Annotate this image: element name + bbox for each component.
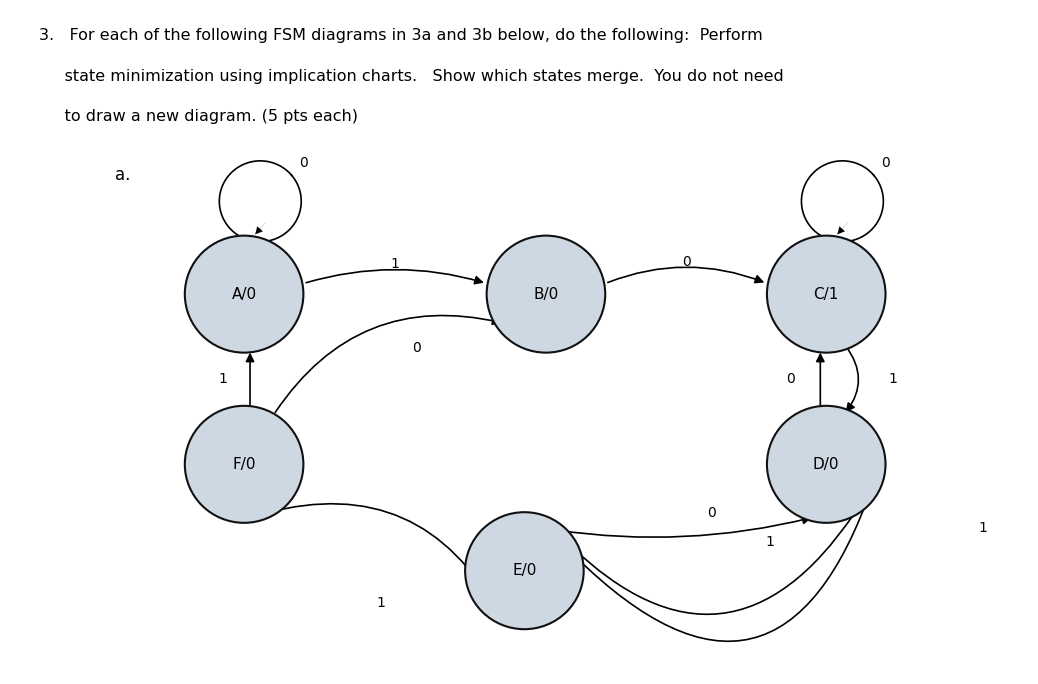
Circle shape [185,406,303,523]
Circle shape [465,512,583,629]
Text: a.: a. [115,166,130,185]
Text: 3.   For each of the following FSM diagrams in 3a and 3b below, do the following: 3. For each of the following FSM diagram… [39,28,763,43]
Circle shape [185,235,303,353]
Text: B/0: B/0 [534,287,558,302]
Text: 1: 1 [390,257,400,272]
Text: 1: 1 [377,596,386,610]
Text: 0: 0 [682,255,690,269]
Text: A/0: A/0 [231,287,256,302]
Circle shape [767,235,885,353]
Circle shape [767,406,885,523]
Text: 1: 1 [766,536,774,549]
Text: to draw a new diagram. (5 pts each): to draw a new diagram. (5 pts each) [39,109,358,124]
Text: D/0: D/0 [813,457,840,472]
Text: C/1: C/1 [814,287,839,302]
Text: 0: 0 [412,341,420,355]
Text: 1: 1 [978,521,987,535]
Text: 1: 1 [889,372,897,386]
Text: 0: 0 [786,372,794,386]
Text: F/0: F/0 [233,457,255,472]
Text: state minimization using implication charts.   Show which states merge.  You do : state minimization using implication cha… [39,68,784,83]
Text: 0: 0 [707,505,715,520]
Circle shape [487,235,605,353]
Text: 0: 0 [299,157,308,170]
Text: 0: 0 [881,157,890,170]
Text: 1: 1 [219,372,227,386]
Text: E/0: E/0 [512,563,537,578]
